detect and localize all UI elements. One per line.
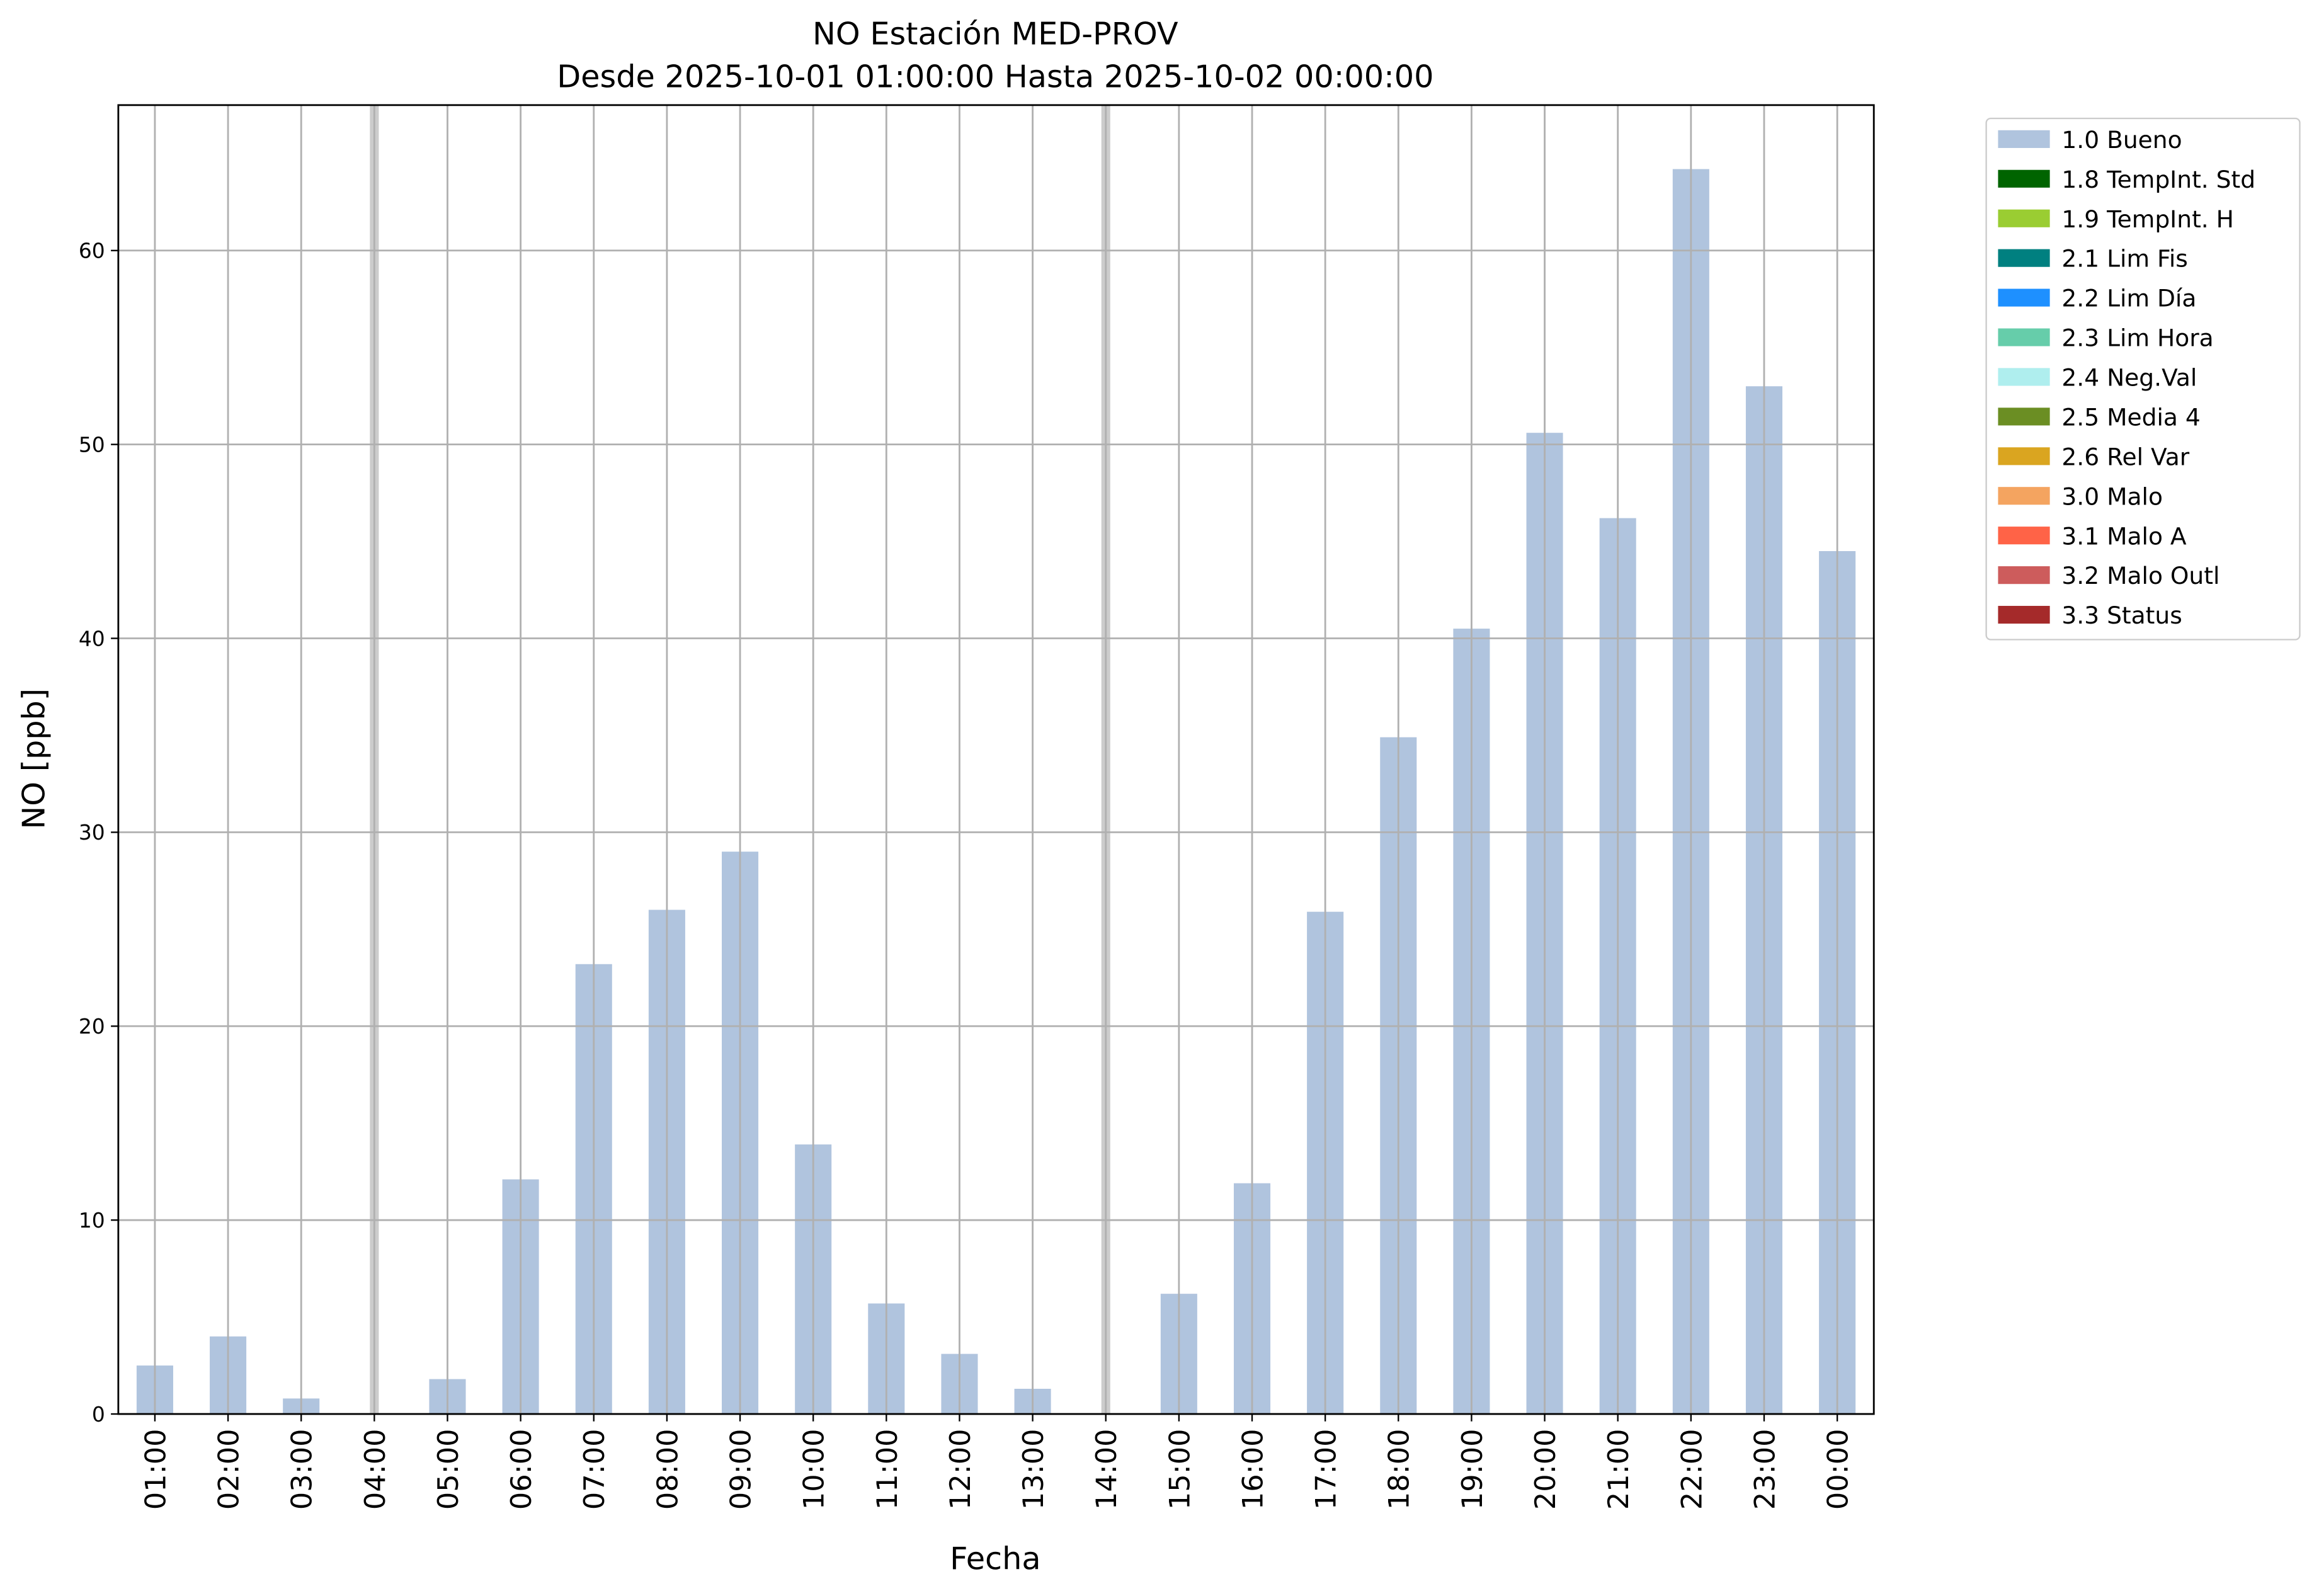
x-tick-label: 20:00 — [1529, 1429, 1562, 1510]
x-tick-label: 01:00 — [139, 1429, 172, 1510]
legend-label: 2.1 Lim Fis — [2061, 245, 2187, 273]
x-tick-label: 05:00 — [432, 1429, 465, 1510]
x-tick-label: 08:00 — [651, 1429, 684, 1510]
chart-subtitle: Desde 2025-10-01 01:00:00 Hasta 2025-10-… — [557, 59, 1433, 95]
x-axis-label: Fecha — [950, 1541, 1041, 1577]
legend-swatch — [1998, 566, 2050, 584]
legend-label: 3.2 Malo Outl — [2061, 562, 2219, 590]
x-tick-label: 23:00 — [1748, 1429, 1781, 1510]
legend-swatch — [1998, 408, 2050, 426]
x-tick-label: 10:00 — [798, 1429, 831, 1510]
x-tick-label: 15:00 — [1163, 1429, 1196, 1510]
legend-swatch — [1998, 288, 2050, 307]
y-tick-label: 50 — [79, 432, 105, 457]
legend-label: 2.6 Rel Var — [2061, 443, 2189, 470]
x-tick-label: 00:00 — [1822, 1429, 1855, 1510]
legend-swatch — [1998, 249, 2050, 267]
legend-label: 2.4 Neg.Val — [2061, 364, 2197, 392]
legend-label: 1.8 TempInt. Std — [2061, 166, 2255, 193]
legend-label: 2.2 Lim Día — [2061, 285, 2196, 312]
legend-box — [1985, 117, 2301, 641]
legend-swatch — [1998, 368, 2050, 386]
x-tick-label: 09:00 — [724, 1429, 757, 1510]
legend-swatch — [1998, 527, 2050, 545]
legend-label: 3.1 Malo A — [2061, 522, 2186, 550]
legend-label: 1.9 TempInt. H — [2061, 205, 2234, 233]
y-tick-label: 0 — [92, 1402, 105, 1427]
legend-swatch — [1998, 130, 2050, 148]
legend-label: 3.0 Malo — [2061, 482, 2163, 510]
y-axis-label: NO [ppb] — [15, 688, 52, 829]
x-tick-label: 12:00 — [944, 1429, 977, 1510]
legend-swatch — [1998, 487, 2050, 505]
x-tick-label: 11:00 — [871, 1429, 904, 1510]
x-tick-label: 17:00 — [1310, 1429, 1343, 1510]
x-tick-label: 19:00 — [1456, 1429, 1489, 1510]
y-tick-label: 20 — [79, 1014, 105, 1039]
legend-label: 2.5 Media 4 — [2061, 403, 2200, 431]
x-tick-label: 02:00 — [213, 1429, 246, 1510]
y-tick-label: 40 — [79, 626, 105, 651]
x-tick-label: 16:00 — [1236, 1429, 1269, 1510]
x-tick-label: 14:00 — [1090, 1429, 1123, 1510]
chart-title: NO Estación MED-PROV — [812, 16, 1178, 52]
y-tick-label: 10 — [79, 1208, 105, 1233]
legend-swatch — [1998, 328, 2050, 346]
legend-swatch — [1998, 447, 2050, 465]
x-tick-label: 06:00 — [505, 1429, 538, 1510]
x-tick-label: 07:00 — [578, 1429, 611, 1510]
x-tick-label: 22:00 — [1675, 1429, 1708, 1510]
x-tick-label: 04:00 — [359, 1429, 392, 1510]
legend-swatch — [1998, 605, 2050, 624]
legend-label: 3.3 Status — [2061, 601, 2182, 629]
x-tick-label: 21:00 — [1602, 1429, 1635, 1510]
legend-swatch — [1998, 209, 2050, 227]
legend-swatch — [1998, 169, 2050, 188]
x-tick-label: 18:00 — [1383, 1429, 1416, 1510]
plot-frame — [117, 104, 1875, 1415]
y-tick-label: 60 — [79, 239, 105, 263]
x-tick-label: 03:00 — [286, 1429, 319, 1510]
y-tick-label: 30 — [79, 820, 105, 845]
legend-label: 1.0 Bueno — [2061, 126, 2182, 154]
legend-label: 2.3 Lim Hora — [2061, 324, 2213, 352]
x-tick-label: 13:00 — [1017, 1429, 1050, 1510]
